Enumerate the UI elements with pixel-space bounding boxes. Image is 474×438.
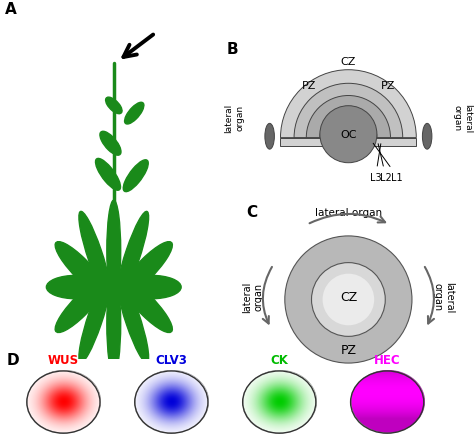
Ellipse shape <box>79 276 111 363</box>
Text: PZ: PZ <box>381 81 395 91</box>
Text: PZ: PZ <box>302 81 316 91</box>
Circle shape <box>323 274 374 325</box>
Ellipse shape <box>125 103 144 125</box>
Ellipse shape <box>106 98 122 114</box>
Ellipse shape <box>55 242 107 296</box>
Text: WUS: WUS <box>48 353 79 366</box>
Ellipse shape <box>100 132 121 156</box>
Text: lateral
organ: lateral organ <box>242 281 264 312</box>
Wedge shape <box>306 96 391 138</box>
Text: L1: L1 <box>373 144 403 182</box>
Text: C: C <box>246 205 258 219</box>
Text: CK: CK <box>270 353 288 366</box>
Text: lateral
organ: lateral organ <box>453 103 472 133</box>
Ellipse shape <box>107 201 121 301</box>
Text: lateral
organ: lateral organ <box>225 103 244 133</box>
Text: CLV3: CLV3 <box>155 353 187 366</box>
Text: D: D <box>7 353 20 367</box>
Ellipse shape <box>117 212 149 299</box>
Ellipse shape <box>79 212 111 299</box>
Ellipse shape <box>265 124 274 150</box>
Ellipse shape <box>422 124 432 150</box>
Ellipse shape <box>55 279 107 333</box>
Text: CZ: CZ <box>340 290 357 303</box>
Text: L3: L3 <box>370 145 382 182</box>
Ellipse shape <box>95 159 120 191</box>
Text: lateral
organ: lateral organ <box>433 281 455 312</box>
Ellipse shape <box>46 276 106 299</box>
Circle shape <box>320 106 377 163</box>
Ellipse shape <box>120 242 173 296</box>
Bar <box>281 138 416 146</box>
Text: CZ: CZ <box>341 57 356 67</box>
Text: HEC: HEC <box>374 353 401 366</box>
Text: L2: L2 <box>378 145 392 182</box>
Circle shape <box>311 263 385 336</box>
Ellipse shape <box>123 160 148 192</box>
Text: B: B <box>226 42 238 57</box>
Ellipse shape <box>122 276 181 299</box>
Circle shape <box>285 237 412 363</box>
Wedge shape <box>281 71 416 138</box>
Ellipse shape <box>120 279 173 333</box>
Text: A: A <box>5 2 17 17</box>
Ellipse shape <box>117 276 149 363</box>
Wedge shape <box>294 84 403 138</box>
Text: PZ: PZ <box>340 343 356 356</box>
Text: lateral organ: lateral organ <box>315 208 382 218</box>
Wedge shape <box>320 110 377 138</box>
Ellipse shape <box>107 274 121 374</box>
Text: OC: OC <box>340 130 356 140</box>
